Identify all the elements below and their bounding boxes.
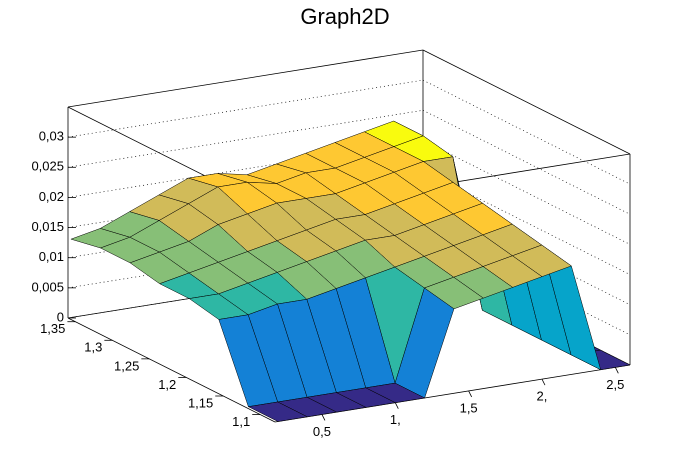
x-tick-label: 1,: [390, 412, 401, 427]
box-edge: [422, 49, 631, 155]
z-tick-label: 0,02: [39, 189, 64, 204]
y-tick-label: 1,15: [188, 395, 213, 410]
x-tick-label: 1,5: [460, 400, 478, 415]
box-edge: [67, 317, 276, 423]
grid-line: [67, 79, 424, 138]
x-tick: [614, 367, 619, 374]
y-tick-label: 1,1: [232, 414, 250, 429]
z-tick-label: 0,025: [31, 159, 64, 174]
x-tick-label: 0,5: [313, 424, 331, 439]
x-tick: [321, 414, 326, 421]
x-tick-label: 2,5: [606, 377, 624, 392]
z-tick-label: 0: [57, 309, 64, 324]
x-tick: [468, 390, 472, 398]
surface-cell: [247, 401, 309, 422]
z-tick-label: 0,015: [31, 219, 64, 234]
chart-title: Graph2D: [300, 4, 389, 29]
y-tick-label: 1,2: [158, 377, 176, 392]
x-tick: [541, 378, 546, 386]
z-tick-label: 0,005: [31, 279, 64, 294]
box-edge: [67, 49, 424, 108]
y-tick-label: 1,35: [40, 321, 65, 336]
y-tick-label: 1,3: [84, 340, 102, 355]
y-tick-label: 1,25: [114, 358, 139, 373]
z-tick-label: 0,03: [39, 129, 64, 144]
x-tick-label: 2,: [537, 389, 548, 404]
x-tick: [394, 402, 399, 409]
z-tick-label: 0,01: [39, 249, 64, 264]
